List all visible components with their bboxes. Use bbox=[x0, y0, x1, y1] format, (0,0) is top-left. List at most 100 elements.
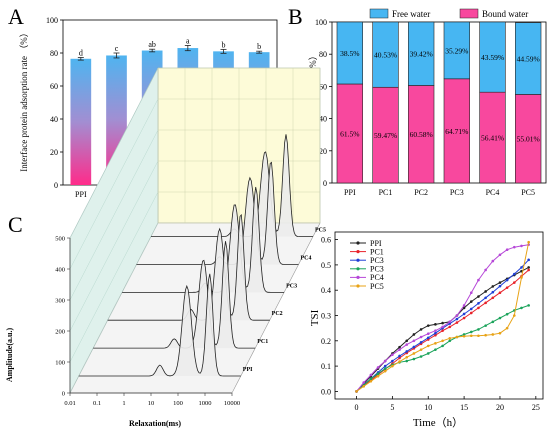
panel-d-data-point bbox=[419, 335, 423, 339]
panel-b-bar-label: 35.29% bbox=[445, 46, 468, 55]
panel-b-x-tick-label: PC1 bbox=[379, 188, 393, 197]
panel-d-data-point bbox=[520, 269, 523, 273]
panel-c-x-tick-label: 1000 bbox=[199, 400, 212, 407]
panel-d-data-point bbox=[513, 245, 516, 249]
panel-b-bar-segment bbox=[479, 91, 506, 184]
panel-d-data-point bbox=[477, 328, 480, 331]
panel-d-data-point bbox=[462, 316, 466, 320]
panel-b-bar-segment bbox=[336, 83, 363, 184]
panel-d-data-point bbox=[405, 359, 409, 363]
panel-d-data-point bbox=[455, 317, 459, 321]
panel-d-data-point bbox=[469, 330, 473, 334]
panel-c-letter: C bbox=[8, 212, 23, 237]
panel-d-data-point bbox=[520, 266, 523, 269]
panel-d-data-point bbox=[448, 336, 452, 340]
panel-a-y-tick-label: 20 bbox=[50, 148, 58, 157]
panel-d-data-point bbox=[484, 268, 487, 272]
panel-a-y-axis-label: Interface protein adsorption rate （%） bbox=[19, 28, 29, 171]
panel-d-data-point bbox=[434, 348, 437, 351]
panel-a-y-tick-label: 40 bbox=[50, 115, 58, 124]
panel-b-bar-label: 60.58% bbox=[410, 130, 433, 139]
panel-d-data-point bbox=[434, 331, 437, 335]
panel-d-data-point bbox=[498, 281, 502, 284]
panel-d-y-tick-label: 0.5 bbox=[321, 261, 331, 270]
panel-b-y-tick-label: 20 bbox=[319, 147, 327, 156]
panel-b-bar-segment bbox=[408, 21, 435, 86]
panel-c-side-gridline bbox=[69, 191, 159, 363]
panel-a-significance-letter: c bbox=[115, 44, 119, 53]
panel-d-x-tick-label: 5 bbox=[390, 403, 394, 412]
panel-a-y-tick-label: 0 bbox=[54, 181, 58, 190]
panel-b-bar-label: 44.59% bbox=[517, 55, 540, 64]
panel-d-x-tick-label: 15 bbox=[460, 403, 468, 412]
panel-d-data-point bbox=[376, 372, 380, 375]
panel-d-y-axis-label: TSI bbox=[309, 309, 321, 326]
panel-d-data-point bbox=[419, 341, 423, 344]
panel-c-curve-fill bbox=[78, 273, 241, 376]
panel-d-data-point bbox=[434, 333, 437, 337]
panel-b-legend-swatch bbox=[369, 8, 389, 19]
panel-d-legend-label: PC4 bbox=[370, 273, 384, 282]
panel-c-side-gridline bbox=[69, 98, 159, 270]
panel-d-data-point bbox=[441, 339, 444, 343]
panel-d-data-point bbox=[448, 339, 452, 343]
panel-c-curve bbox=[78, 273, 241, 377]
panel-c-x-tick-label: 100 bbox=[173, 400, 183, 407]
panel-d-data-point bbox=[448, 320, 452, 324]
panel-b-y-tick-label: 100 bbox=[315, 18, 327, 27]
panel-d-data-point bbox=[513, 272, 516, 276]
panel-d-legend-marker bbox=[356, 250, 360, 254]
panel-d-data-point bbox=[505, 286, 509, 289]
panel-d-y-tick-label: 0.3 bbox=[321, 312, 331, 321]
panel-d-data-point bbox=[505, 278, 509, 282]
panel-b-letter: B bbox=[288, 4, 303, 29]
panel-d-legend-label: PPI bbox=[370, 239, 382, 248]
panel-b-bar-label: 59.47% bbox=[374, 131, 397, 140]
panel-b-y-tick-label: 40 bbox=[319, 115, 327, 124]
panel-b-bar-segment bbox=[372, 21, 399, 88]
panel-d-data-point bbox=[441, 325, 444, 329]
panel-d-data-point bbox=[419, 355, 423, 358]
panel-d-data-point bbox=[434, 329, 437, 332]
panel-d-data-point bbox=[426, 324, 430, 327]
panel-b-x-tick-label: PC2 bbox=[414, 188, 428, 197]
panel-d-data-point bbox=[505, 326, 509, 330]
panel-c-curve bbox=[93, 241, 256, 349]
panel-d-data-point bbox=[491, 320, 495, 324]
panel-d-data-point bbox=[527, 266, 530, 269]
panel-d-data-point bbox=[426, 336, 430, 340]
panel-c-z-tick-label: 300 bbox=[55, 298, 65, 305]
panel-d-x-tick-label: 10 bbox=[424, 403, 432, 412]
panel-c-x-tick-label: 10 bbox=[148, 400, 155, 407]
panel-d-data-point bbox=[355, 390, 358, 393]
panel-d-y-tick-label: 0.4 bbox=[321, 286, 331, 295]
panel-d-data-point bbox=[405, 355, 409, 359]
panel-d-data-point bbox=[455, 314, 459, 317]
panel-b-bar-label: 55.01% bbox=[517, 135, 540, 144]
panel-b-bar-segment bbox=[479, 21, 506, 93]
panel-d-data-point bbox=[477, 306, 480, 310]
panel-d-data-point bbox=[441, 329, 444, 332]
panel-d-x-axis-label: Time（h） bbox=[413, 416, 463, 429]
panel-d-data-point bbox=[505, 248, 509, 252]
panel-d-data-point bbox=[462, 306, 466, 310]
panel-d-y-tick-label: 0.0 bbox=[321, 387, 331, 396]
panel-d-data-point bbox=[383, 364, 387, 368]
panel-d-data-point bbox=[455, 321, 459, 324]
panel-d-data-point bbox=[469, 334, 473, 338]
panel-d-data-point bbox=[498, 331, 502, 335]
panel-a-y-tick-label: 60 bbox=[50, 82, 58, 91]
panel-d-data-point bbox=[369, 379, 373, 383]
panel-b-bar-segment bbox=[515, 94, 542, 184]
panel-d-legend-label: PC3 bbox=[370, 265, 384, 274]
panel-d-legend-marker bbox=[356, 258, 360, 262]
panel-d-legend-label: PC3 bbox=[370, 256, 384, 265]
panel-a-bar bbox=[70, 58, 92, 185]
panel-d-data-point bbox=[484, 333, 487, 337]
panel-d-data-point bbox=[448, 325, 452, 329]
panel-a-significance-letter: ab bbox=[148, 40, 156, 49]
panel-c-x-axis-label: Relaxation(ms) bbox=[129, 419, 181, 428]
panel-d-legend-marker bbox=[356, 267, 360, 271]
panel-d-data-point bbox=[426, 344, 430, 348]
